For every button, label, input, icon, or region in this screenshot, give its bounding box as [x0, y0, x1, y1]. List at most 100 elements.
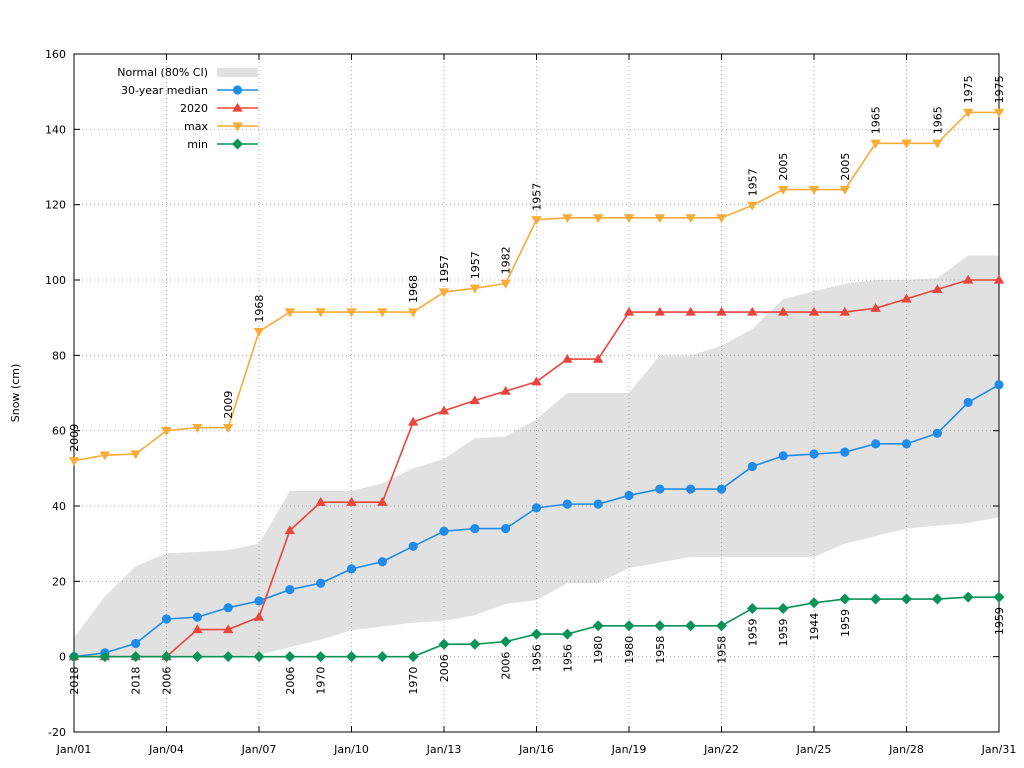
point-2020: [531, 376, 542, 386]
point-max: [654, 214, 666, 224]
point-30-year-median: [316, 578, 326, 588]
x-tick-label: Jan/13: [426, 743, 462, 756]
x-tick-label: Jan/16: [518, 743, 554, 756]
year-label: 1959: [839, 609, 852, 637]
point-min: [99, 651, 111, 663]
year-label: 2006: [161, 667, 174, 695]
x-tick-label: Jan/01: [56, 743, 92, 756]
legend-label: 30-year median: [121, 84, 208, 97]
point-max: [808, 185, 820, 195]
year-label: 2006: [284, 667, 297, 695]
year-label: 1958: [654, 636, 667, 664]
point-max: [901, 139, 912, 149]
legend-label: 2020: [180, 102, 208, 115]
year-label: 1970: [315, 667, 328, 695]
year-label: 2006: [438, 654, 451, 682]
point-2020: [993, 274, 1005, 284]
point-30-year-median: [285, 585, 295, 595]
point-max: [192, 424, 203, 433]
point-2020: [623, 306, 635, 316]
point-max: [315, 308, 326, 318]
point-30-year-median: [377, 557, 387, 567]
point-max: [993, 108, 1005, 118]
y-tick-label: 60: [52, 425, 66, 438]
year-label: 2009: [222, 391, 235, 419]
point-max: [377, 308, 388, 318]
y-tick-label: 160: [45, 48, 66, 61]
point-min: [623, 620, 635, 632]
legend-swatch-band: [217, 68, 258, 77]
point-min: [592, 620, 604, 632]
point-2020: [315, 497, 326, 506]
y-tick-label: -20: [48, 726, 66, 739]
point-2020: [777, 306, 789, 316]
point-2020: [253, 611, 265, 621]
point-max: [932, 139, 943, 149]
point-max: [130, 450, 141, 460]
point-min: [68, 651, 80, 663]
point-30-year-median: [593, 499, 603, 509]
legend-marker: [232, 122, 243, 132]
point-2020: [222, 624, 234, 634]
point-30-year-median: [408, 541, 418, 551]
x-tick-label: Jan/07: [241, 743, 277, 756]
point-30-year-median: [131, 638, 141, 649]
point-30-year-median: [871, 439, 881, 449]
point-min: [407, 651, 419, 663]
point-2020: [562, 353, 573, 363]
point-2020: [839, 306, 851, 316]
year-label: 1956: [561, 644, 574, 672]
point-min: [346, 651, 357, 663]
legend-marker: [232, 138, 243, 150]
year-label: 1965: [931, 106, 944, 134]
point-max: [747, 201, 758, 211]
point-2020: [377, 497, 388, 506]
point-max: [161, 427, 172, 436]
normal-band: [74, 255, 999, 657]
point-max: [438, 288, 450, 298]
point-2020: [438, 405, 450, 415]
point-30-year-median: [809, 449, 819, 459]
point-max: [346, 308, 357, 318]
x-tick-label: Jan/25: [796, 743, 832, 756]
point-min: [531, 628, 542, 640]
point-2020: [469, 395, 481, 405]
legend-label-band: Normal (80% CI): [117, 66, 208, 79]
point-2020: [932, 284, 943, 294]
point-30-year-median: [346, 564, 357, 574]
point-30-year-median: [994, 380, 1004, 390]
x-tick-label: Jan/31: [981, 743, 1017, 756]
point-2020: [500, 385, 511, 395]
point-min: [993, 591, 1005, 603]
point-max: [253, 327, 265, 337]
year-label: 1944: [808, 613, 821, 641]
point-min: [191, 651, 203, 663]
y-tick-label: 0: [59, 651, 66, 664]
point-min: [654, 620, 666, 632]
point-max: [562, 214, 573, 224]
point-min: [253, 651, 265, 663]
year-label: 2005: [839, 153, 852, 181]
year-label: 1975: [993, 75, 1006, 103]
year-label: 1957: [438, 255, 451, 283]
point-min: [376, 651, 388, 663]
point-max: [68, 457, 80, 466]
point-30-year-median: [254, 596, 264, 606]
year-label: 1970: [407, 667, 420, 695]
year-annotations: 2009 2009 1968 1968 1957 1957 1982 1957 1957 2005…: [68, 75, 1006, 694]
point-30-year-median: [963, 397, 973, 408]
point-min: [438, 638, 450, 650]
point-30-year-median: [901, 439, 912, 449]
year-label: 1980: [592, 636, 605, 664]
point-min: [962, 591, 974, 603]
year-label: 1956: [531, 644, 544, 672]
point-30-year-median: [747, 461, 757, 472]
point-30-year-median: [223, 603, 233, 613]
point-max: [407, 308, 419, 318]
axis-ticks: -20 0 20 40 60 80 100 120 140 160 Jan/01 Jan/04 Jan/…: [45, 48, 1016, 756]
year-label: 2018: [68, 667, 81, 695]
y-tick-label: 80: [52, 349, 66, 362]
point-2020: [407, 416, 419, 426]
point-min: [931, 593, 943, 605]
